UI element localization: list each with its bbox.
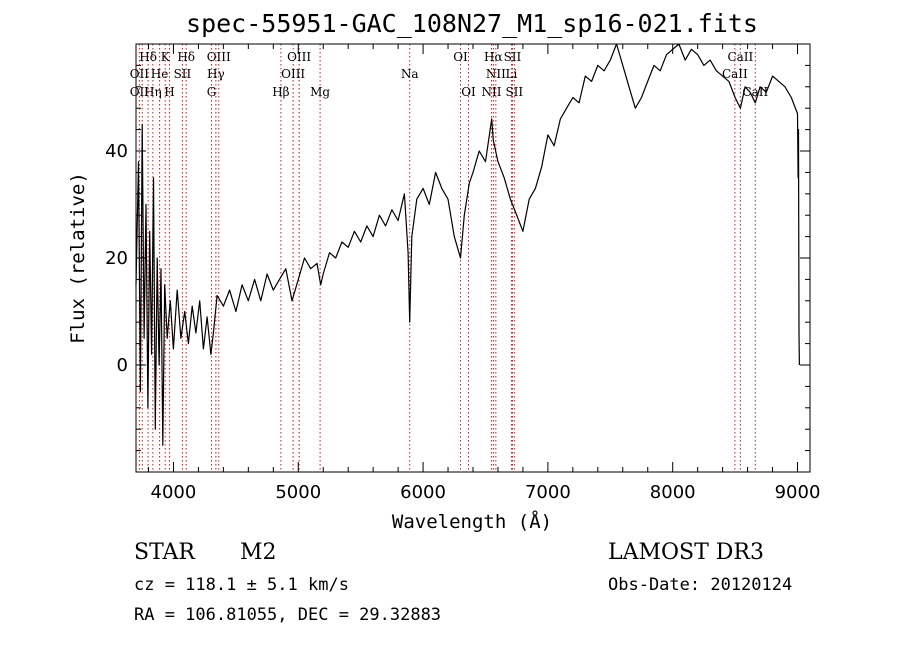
emission-line-label: SII	[505, 85, 523, 99]
emission-line-label: Hδ	[177, 50, 195, 64]
emission-line-label: OIII	[207, 50, 231, 64]
emission-line-label: OIII	[281, 67, 305, 81]
emission-line-label: He	[151, 67, 169, 81]
emission-line-markers	[138, 44, 756, 472]
y-tick-label: 20	[105, 248, 128, 269]
emission-line-label: NII	[481, 85, 501, 99]
x-tick-label: 8000	[650, 482, 696, 503]
object-subclass: M2	[240, 540, 277, 565]
emission-line-label: Li	[506, 67, 518, 81]
emission-line-label: Mg	[310, 85, 330, 99]
emission-line-label: CaII	[722, 67, 748, 81]
emission-line-label: SII	[504, 50, 522, 64]
emission-line-label: SII	[174, 67, 192, 81]
x-tick-label: 6000	[400, 482, 446, 503]
axis-ticks: 4000 5000 6000 7000 8000 9000 0 20 40	[105, 44, 820, 503]
coordinates: RA = 106.81055, DEC = 29.32883	[134, 605, 441, 625]
emission-line-label: Na	[401, 67, 419, 81]
emission-line-label: Hη	[144, 85, 162, 99]
x-tick-label: 9000	[775, 482, 821, 503]
plot-frame	[135, 43, 811, 473]
emission-line-label: OI	[461, 85, 476, 99]
redshift-velocity: cz = 118.1 ± 5.1 km/s	[134, 575, 349, 595]
emission-line-label: OII	[130, 85, 150, 99]
emission-line-label: Hα	[484, 50, 503, 64]
emission-line-label: OII	[130, 67, 150, 81]
emission-line-label: OIII	[287, 50, 311, 64]
spectrum-series-layer	[135, 43, 800, 446]
y-tick-label: 40	[105, 141, 128, 162]
object-class: STAR	[134, 540, 196, 565]
y-tick-label: 0	[117, 355, 128, 376]
x-tick-label: 4000	[151, 482, 197, 503]
chart-title: spec-55951-GAC_108N27_M1_sp16-021.fits	[186, 9, 758, 38]
emission-line-label: G	[207, 85, 217, 99]
x-axis-label: Wavelength (Å)	[392, 510, 552, 533]
emission-line-label: H	[164, 85, 174, 99]
survey-name: LAMOST DR3	[608, 540, 764, 565]
emission-line-label: Hβ	[272, 85, 289, 99]
observation-date: Obs-Date: 20120124	[608, 575, 792, 595]
emission-line-label: CaII	[742, 85, 768, 99]
y-axis-label: Flux (relative)	[67, 172, 89, 344]
emission-line-label: K	[161, 50, 171, 64]
spectrum-line	[135, 43, 800, 446]
emission-line-label: Hδ	[139, 50, 157, 64]
emission-line-label: OI	[453, 50, 468, 64]
emission-line-label: Hγ	[207, 67, 225, 81]
x-tick-label: 5000	[275, 482, 321, 503]
emission-line-label: CaII	[727, 50, 753, 64]
x-tick-label: 7000	[525, 482, 571, 503]
emission-line-label: NII	[486, 67, 506, 81]
